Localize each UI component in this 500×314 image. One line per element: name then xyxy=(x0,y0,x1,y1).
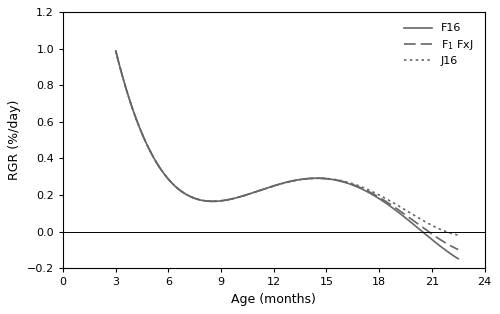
X-axis label: Age (months): Age (months) xyxy=(232,293,316,306)
Y-axis label: RGR (%/day): RGR (%/day) xyxy=(8,100,22,181)
Legend: F16, F$_1$ FxJ, J16: F16, F$_1$ FxJ, J16 xyxy=(398,18,479,72)
